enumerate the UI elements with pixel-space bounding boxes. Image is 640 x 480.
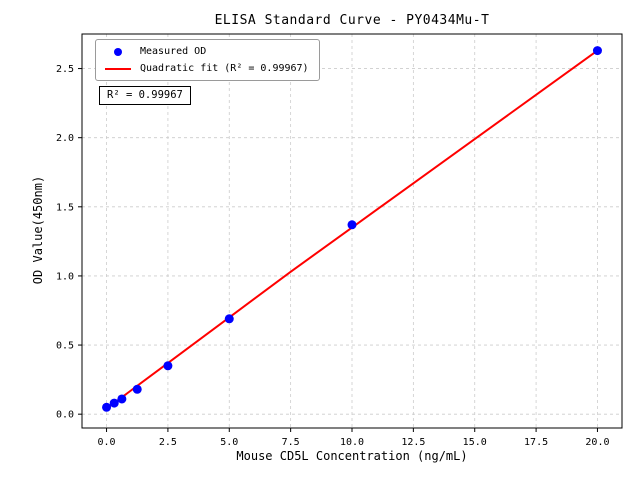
chart-title: ELISA Standard Curve - PY0434Mu-T	[214, 13, 490, 28]
svg-text:20.0: 20.0	[585, 437, 609, 448]
svg-text:1.5: 1.5	[56, 202, 74, 213]
svg-text:15.0: 15.0	[463, 437, 487, 448]
legend-label-measured-od: Measured OD	[140, 46, 207, 57]
x-axis-label: Mouse CD5L Concentration (ng/mL)	[236, 449, 468, 463]
fit-line-icon	[105, 67, 131, 70]
svg-text:5.0: 5.0	[220, 437, 238, 448]
svg-text:1.0: 1.0	[56, 271, 74, 282]
svg-text:17.5: 17.5	[524, 437, 548, 448]
svg-text:2.5: 2.5	[159, 437, 177, 448]
legend-label-quadratic-fit: Quadratic fit (R² = 0.99967)	[140, 63, 309, 74]
legend-marker-cell	[102, 47, 134, 56]
svg-text:10.0: 10.0	[340, 437, 364, 448]
svg-text:2.5: 2.5	[56, 64, 74, 75]
svg-text:0.5: 0.5	[56, 341, 74, 352]
r-squared-annotation: R² = 0.99967	[99, 86, 191, 105]
legend-item-measured-od: Measured OD	[102, 46, 309, 57]
svg-text:2.0: 2.0	[56, 133, 74, 144]
legend-marker-cell	[102, 67, 134, 70]
legend: Measured OD Quadratic fit (R² = 0.99967)	[95, 39, 320, 81]
legend-item-quadratic-fit: Quadratic fit (R² = 0.99967)	[102, 63, 309, 74]
y-axis-label: OD Value(450nm)	[31, 175, 45, 285]
scatter-point-icon	[114, 47, 122, 56]
svg-text:0.0: 0.0	[98, 437, 116, 448]
svg-text:0.0: 0.0	[56, 410, 74, 421]
svg-text:12.5: 12.5	[401, 437, 425, 448]
svg-text:7.5: 7.5	[282, 437, 300, 448]
